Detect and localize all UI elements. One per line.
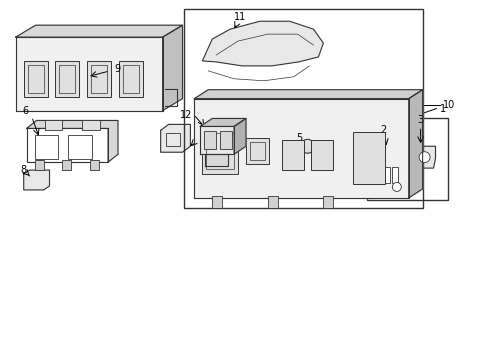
Text: 6: 6 (23, 105, 29, 116)
Bar (206, 133, 234, 169)
Bar (87, 61, 111, 96)
Bar (184, 9, 422, 208)
Bar (35, 160, 44, 170)
Polygon shape (195, 99, 409, 198)
Polygon shape (372, 153, 401, 189)
Bar (28, 65, 44, 93)
Polygon shape (24, 170, 49, 190)
Polygon shape (205, 154, 228, 166)
Bar (62, 160, 72, 170)
Bar (282, 140, 303, 170)
Text: 5: 5 (296, 133, 303, 143)
Polygon shape (200, 126, 234, 154)
Polygon shape (200, 118, 246, 126)
Polygon shape (387, 177, 409, 197)
Bar (376, 167, 382, 183)
Bar (353, 132, 385, 184)
Bar (55, 61, 79, 96)
Polygon shape (409, 90, 422, 198)
Bar (204, 131, 216, 149)
Polygon shape (26, 121, 118, 162)
Bar (384, 167, 390, 183)
Bar (24, 61, 48, 96)
Polygon shape (202, 21, 323, 66)
Bar (59, 65, 75, 93)
Polygon shape (16, 25, 182, 37)
Bar (45, 121, 62, 130)
Text: 2: 2 (380, 125, 386, 135)
Bar (119, 61, 143, 96)
Bar (82, 121, 100, 130)
Polygon shape (16, 37, 163, 111)
Polygon shape (195, 90, 422, 99)
Text: 7: 7 (204, 127, 211, 138)
Text: 1: 1 (440, 104, 445, 113)
Bar (69, 135, 92, 159)
Circle shape (300, 139, 315, 153)
Bar (367, 118, 448, 200)
Bar (220, 131, 232, 149)
Polygon shape (163, 25, 182, 111)
Bar (91, 65, 107, 93)
Bar (212, 196, 222, 208)
Text: 12: 12 (180, 109, 193, 120)
Polygon shape (234, 118, 246, 154)
Bar (166, 133, 179, 146)
Bar (123, 65, 139, 93)
Bar (268, 196, 278, 208)
Text: 8: 8 (21, 165, 27, 175)
Bar (246, 138, 269, 164)
Polygon shape (26, 129, 108, 162)
Text: 10: 10 (442, 100, 455, 109)
Bar (90, 160, 99, 170)
Circle shape (392, 183, 401, 192)
Polygon shape (414, 146, 436, 168)
Bar (392, 167, 398, 183)
Text: 3: 3 (417, 116, 424, 126)
Bar (311, 141, 332, 151)
Polygon shape (161, 125, 191, 152)
Bar (250, 142, 265, 160)
Bar (202, 129, 238, 174)
Bar (35, 135, 58, 159)
Text: 9: 9 (114, 64, 120, 74)
Bar (312, 140, 333, 170)
Circle shape (419, 152, 430, 163)
Text: 11: 11 (234, 12, 246, 22)
Text: 4: 4 (376, 175, 382, 185)
Bar (323, 196, 333, 208)
